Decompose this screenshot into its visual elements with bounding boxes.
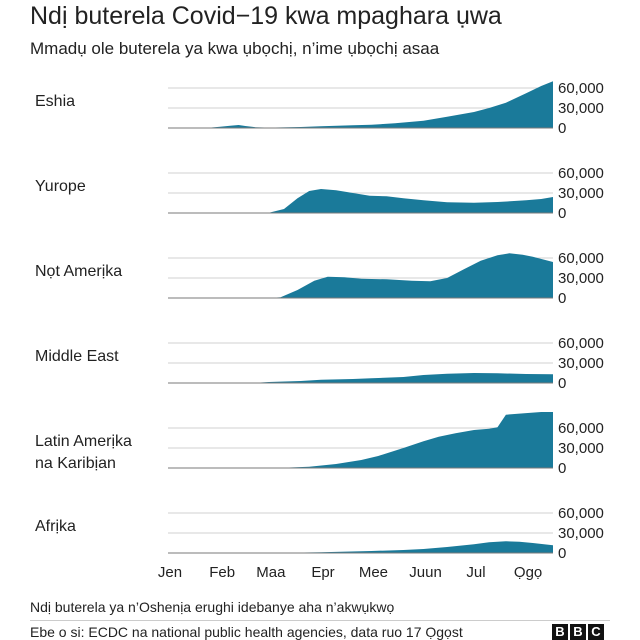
y-tick-label: 0 (558, 375, 566, 392)
oceania-note: Ndị buterela ya n’Oshenịa erughi idebany… (30, 599, 395, 615)
y-tick-label: 30,000 (558, 525, 604, 542)
series-label: Yurope (35, 178, 86, 195)
bbc-logo-letter: C (588, 624, 604, 640)
series-label: Afrịka (35, 518, 76, 535)
series-label: Latin Amerịka (35, 433, 132, 450)
y-tick-label: 0 (558, 290, 566, 307)
chart-subtitle: Mmadụ ole buterela ya kwa ụbọchị, n’ime … (30, 39, 440, 58)
y-tick-label: 0 (558, 545, 566, 562)
series-label: Middle East (35, 348, 119, 365)
y-tick-label: 0 (558, 120, 566, 137)
y-tick-label: 60,000 (558, 420, 604, 437)
y-tick-label: 30,000 (558, 100, 604, 117)
series-label: Nọt Amerịka (35, 263, 122, 280)
y-tick-label: 60,000 (558, 335, 604, 352)
x-tick-label: Jen (158, 564, 182, 581)
series-area (275, 412, 553, 468)
series-label: na Karibịan (35, 455, 116, 472)
series-area (268, 253, 553, 298)
series-area (252, 373, 553, 383)
y-tick-label: 30,000 (558, 440, 604, 457)
y-tick-label: 60,000 (558, 80, 604, 97)
source-text: Ebe o si: ECDC na national public health… (30, 624, 463, 640)
bbc-logo-letter: B (570, 624, 586, 640)
series-area (191, 81, 553, 128)
x-tick-label: Maa (256, 564, 286, 581)
y-tick-label: 30,000 (558, 185, 604, 202)
y-tick-label: 30,000 (558, 355, 604, 372)
series-label: Eshia (35, 93, 75, 110)
small-multiples-chart: 0 30,000 60,000 Eshia 0 30,000 60,000 Yurope 0 30… (35, 80, 604, 581)
x-tick-label: Feb (209, 564, 235, 581)
bbc-logo-letter: B (552, 624, 568, 640)
x-tick-label: Ọgọ (514, 564, 542, 581)
y-tick-label: 0 (558, 460, 566, 477)
y-tick-label: 30,000 (558, 270, 604, 287)
y-tick-label: 60,000 (558, 165, 604, 182)
x-tick-label: Juun (409, 564, 442, 581)
chart-title: Ndị buterela Covid−19 kwa mpaghara ụwa (30, 2, 502, 30)
x-tick-label: Epr (311, 564, 334, 581)
y-tick-label: 60,000 (558, 505, 604, 522)
x-tick-label: Jul (466, 564, 485, 581)
series-area (252, 189, 553, 213)
x-tick-label: Mee (359, 564, 388, 581)
y-tick-label: 0 (558, 205, 566, 222)
footer-divider (30, 620, 610, 621)
bbc-logo: B B C (552, 624, 604, 640)
y-tick-label: 60,000 (558, 250, 604, 267)
series-area (268, 541, 553, 553)
